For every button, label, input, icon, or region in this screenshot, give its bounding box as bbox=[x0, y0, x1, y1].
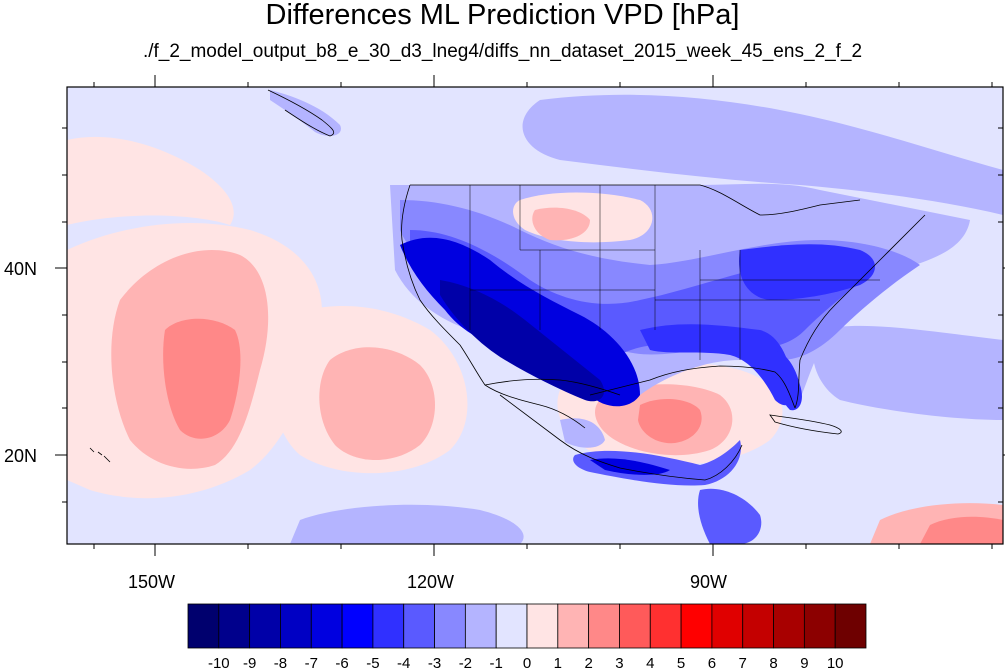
colorbar-box bbox=[434, 603, 466, 649]
pacific-pink-upper bbox=[67, 136, 234, 225]
colorbar-tick-label: 7 bbox=[738, 655, 747, 672]
state-lines bbox=[469, 185, 880, 360]
colorbar-tick-label: -4 bbox=[397, 655, 411, 672]
north-blue bbox=[522, 94, 1003, 215]
lat-label-20n: 20N bbox=[4, 446, 38, 466]
colorbar-box bbox=[649, 603, 682, 649]
lon-label-120w: 120W bbox=[407, 572, 455, 592]
colorbar-tick-label: -1 bbox=[489, 655, 503, 672]
colorbar-box bbox=[834, 603, 867, 649]
colorbar-tick-label: -8 bbox=[273, 655, 288, 672]
colorbar-box bbox=[495, 603, 528, 649]
colorbar-box bbox=[742, 603, 774, 649]
northeast-blue bbox=[739, 244, 875, 300]
mexico-border bbox=[484, 378, 621, 396]
lat-label-40n: 40N bbox=[4, 259, 38, 279]
colorbar-box bbox=[773, 603, 805, 649]
colorbar-box bbox=[280, 603, 312, 649]
colorbar-box bbox=[803, 603, 836, 649]
colorbar-box bbox=[310, 603, 343, 649]
central-america-deep bbox=[590, 458, 670, 475]
colorbar-tick-label: -10 bbox=[207, 655, 230, 672]
colorbar-tick-label: -9 bbox=[242, 655, 257, 672]
alaska-outline bbox=[267, 89, 335, 137]
colorbar-tick-label: 6 bbox=[707, 655, 717, 672]
lon-label-150w: 150W bbox=[128, 572, 176, 592]
west-coast-line bbox=[401, 184, 586, 429]
map-title: Differences ML Prediction VPD [hPa] bbox=[265, 0, 740, 31]
central-america-blue bbox=[573, 440, 741, 486]
colorbar-box bbox=[680, 603, 713, 649]
gulf-coast-blue bbox=[640, 324, 795, 406]
colorbar-box bbox=[218, 603, 251, 649]
canada-border bbox=[410, 184, 861, 216]
south-pacific-blue bbox=[290, 504, 524, 544]
colorbar-box bbox=[341, 603, 374, 649]
colorbar-box bbox=[619, 603, 651, 649]
hawaii-outline bbox=[89, 447, 111, 463]
coastlines bbox=[89, 89, 926, 481]
panama-blue bbox=[698, 488, 762, 544]
colorbar-box bbox=[249, 603, 281, 649]
colorbar-tick-label: -2 bbox=[458, 655, 473, 672]
colorbar-box bbox=[711, 603, 744, 649]
colorbar-tick-label: -6 bbox=[335, 655, 349, 672]
cuba-outline bbox=[769, 414, 842, 435]
colorbar-tick-label: 1 bbox=[553, 655, 562, 672]
southwest-darkest-blue bbox=[440, 280, 605, 402]
colorbar-box bbox=[464, 603, 497, 649]
colorbar-tick-label: 4 bbox=[646, 655, 655, 672]
mexico-coast bbox=[499, 394, 743, 481]
colorbar-tick-label: 10 bbox=[826, 655, 844, 672]
gulf-pink-strong bbox=[638, 398, 702, 444]
colorbar-tick-label: 0 bbox=[522, 655, 532, 672]
colorbar-tick-label: -3 bbox=[427, 655, 442, 672]
colorbar-tick-label: 5 bbox=[676, 655, 686, 672]
florida-blue bbox=[770, 350, 802, 411]
axis-ticks bbox=[55, 75, 1005, 556]
colorbar-tick-label: 2 bbox=[584, 655, 593, 672]
east-coast-line bbox=[794, 214, 926, 409]
map-field bbox=[67, 87, 1003, 544]
colorbar-box bbox=[372, 603, 405, 649]
atlantic-blue bbox=[812, 325, 1003, 420]
pink-moderate-east bbox=[319, 347, 435, 460]
colorbar-box bbox=[187, 603, 220, 649]
pink-strong-west bbox=[163, 318, 241, 439]
southeast-pink-strong bbox=[920, 516, 1003, 544]
lon-label-90w: 90W bbox=[690, 572, 728, 592]
colorbar-box bbox=[557, 603, 590, 649]
gulf-coast-line bbox=[589, 365, 796, 409]
alaska-coast bbox=[270, 90, 341, 136]
colorbar-tick-label: 3 bbox=[615, 655, 624, 672]
colorbar-tick-label: 9 bbox=[800, 655, 809, 672]
baja-blue bbox=[560, 418, 605, 448]
colorbar-tick-label: -7 bbox=[304, 655, 318, 672]
colorbar-tick-label: -5 bbox=[366, 655, 380, 672]
colorbar-box bbox=[403, 603, 435, 649]
colorbar-tick-label: 8 bbox=[769, 655, 778, 672]
map-subtitle: ./f_2_model_output_b8_e_30_d3_lneg4/diff… bbox=[142, 41, 863, 62]
colorbar-box bbox=[588, 603, 620, 649]
colorbar-box bbox=[526, 603, 559, 649]
northern-plains-pink-strong bbox=[532, 207, 590, 241]
colorbar bbox=[187, 603, 867, 649]
